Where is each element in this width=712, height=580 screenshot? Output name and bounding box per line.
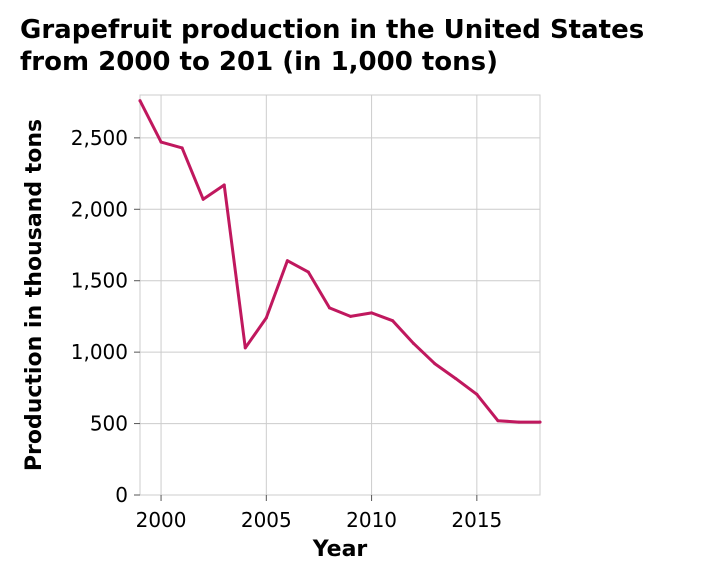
data-point xyxy=(517,420,521,424)
plot-frame xyxy=(139,94,541,496)
data-point xyxy=(159,140,163,144)
data-point xyxy=(285,259,289,263)
series-group xyxy=(138,99,542,424)
data-point xyxy=(475,392,479,396)
x-tick-label: 2000 xyxy=(136,508,187,532)
y-axis: 0 500 1,000 1,500 2,000 2,500 xyxy=(71,126,140,507)
y-tick-label: 2,000 xyxy=(71,197,128,221)
data-point xyxy=(180,146,184,150)
data-point xyxy=(538,420,542,424)
data-point xyxy=(222,183,226,187)
y-tick-label: 1,000 xyxy=(71,340,128,364)
data-point xyxy=(138,99,142,103)
data-point xyxy=(433,362,437,366)
data-point xyxy=(370,311,374,315)
y-tick-label: 500 xyxy=(90,412,128,436)
data-point xyxy=(454,377,458,381)
x-tick-label: 2015 xyxy=(451,508,502,532)
x-axis-label: Year xyxy=(312,537,368,562)
data-point xyxy=(201,197,205,201)
data-point xyxy=(496,419,500,423)
y-tick-label: 0 xyxy=(115,483,128,507)
series-line xyxy=(138,99,542,424)
x-tick-label: 2010 xyxy=(346,508,397,532)
data-point xyxy=(306,270,310,274)
data-point xyxy=(391,319,395,323)
y-axis-label: Production in thousand tons xyxy=(22,119,47,471)
y-tick-label: 1,500 xyxy=(71,269,128,293)
data-point xyxy=(412,342,416,346)
y-tick-label: 2,500 xyxy=(71,126,128,150)
data-point xyxy=(243,346,247,350)
x-tick-label: 2005 xyxy=(241,508,292,532)
data-point xyxy=(264,316,268,320)
x-axis: 2000 2005 2010 2015 xyxy=(136,495,502,532)
grid xyxy=(140,95,540,496)
data-point xyxy=(327,306,331,310)
data-point xyxy=(349,314,353,318)
chart-title: Grapefruit production in the United Stat… xyxy=(20,15,645,77)
